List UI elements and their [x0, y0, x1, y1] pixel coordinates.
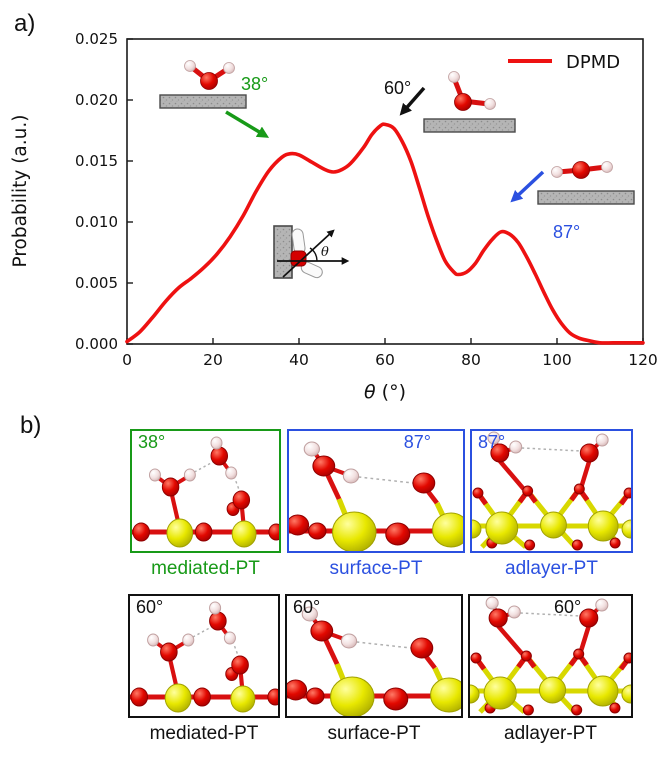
molecule-scene-adlayer [470, 596, 631, 716]
axis-ticks: 0 20 40 60 80 100 120 0.000 0.005 0.010 0.015 0.020… [75, 30, 658, 369]
svg-text:0.025: 0.025 [75, 30, 118, 48]
y-axis-label: Probability (a.u.) [10, 115, 31, 268]
svg-text:0.015: 0.015 [75, 152, 118, 170]
surface-slab-illustration [537, 190, 635, 205]
angle-38-label: 38° [241, 74, 268, 94]
angle-badge: 87° [403, 432, 431, 452]
legend-label: DPMD [566, 52, 620, 73]
water-molecule-illustration [448, 71, 496, 111]
probability-chart: 0 20 40 60 80 100 120 0.000 0.005 0.010 0.015 0.020… [10, 30, 658, 403]
structure-box-surface-60: 60° [285, 594, 463, 718]
x-axis-label: θ (°) [364, 381, 406, 403]
structure-box-adlayer-87: 87° [470, 429, 633, 553]
svg-text:0.005: 0.005 [75, 274, 118, 292]
structure-box-surface-87: 87° [287, 429, 465, 553]
structure-box-mediated-60: 60° [128, 594, 280, 718]
angle-badge: 60° [136, 597, 164, 617]
green-arrow [225, 110, 270, 138]
svg-text:100: 100 [542, 351, 572, 369]
water-molecule-illustration [551, 161, 613, 179]
svg-text:120: 120 [628, 351, 658, 369]
svg-text:0.010: 0.010 [75, 213, 118, 231]
angle-badge: 60° [293, 597, 321, 617]
svg-text:0.000: 0.000 [75, 335, 118, 353]
caption-surface-pt-top: surface-PT [329, 558, 423, 579]
theta-definition-inset: θ [273, 225, 350, 279]
angle-60-label: 60° [384, 78, 411, 98]
svg-text:0: 0 [122, 351, 132, 369]
angle-badge: 60° [554, 597, 582, 617]
oxygen-atom [290, 250, 307, 267]
svg-text:80: 80 [461, 351, 481, 369]
annotation-38: 38° [159, 60, 270, 138]
surface-slab-illustration [423, 118, 516, 133]
annotation-87: 87° [510, 161, 635, 242]
angle-badge: 87° [478, 432, 506, 452]
svg-text:60: 60 [375, 351, 395, 369]
caption-adlayer-pt-top: adlayer-PT [505, 558, 598, 579]
svg-text:40: 40 [289, 351, 309, 369]
surface-slab-illustration [159, 94, 247, 109]
svg-text:20: 20 [203, 351, 223, 369]
blue-arrow [510, 170, 545, 203]
legend: DPMD [508, 52, 620, 73]
structure-box-mediated-38: 38° [130, 429, 281, 553]
angle-badge: 38° [138, 432, 166, 452]
molecule-scene-surface [289, 431, 463, 551]
water-molecule-illustration [184, 60, 235, 90]
svg-text:0.020: 0.020 [75, 91, 118, 109]
annotation-60: 60° [384, 71, 516, 133]
angle-arc [309, 247, 318, 262]
theta-symbol: θ [321, 245, 329, 260]
dpmd-curve [125, 122, 645, 345]
panel-a-label: a) [14, 10, 36, 37]
caption-mediated-pt-top: mediated-PT [151, 558, 260, 579]
caption-surface-pt-bottom: surface-PT [327, 723, 421, 744]
caption-adlayer-pt-bottom: adlayer-PT [504, 723, 597, 744]
angle-87-label: 87° [553, 222, 580, 242]
panel-b-label: b) [20, 412, 42, 439]
structure-box-adlayer-60: 60° [468, 594, 633, 718]
oh-direction-arrow [282, 229, 335, 278]
caption-mediated-pt-bottom: mediated-PT [149, 723, 259, 744]
black-arrow [399, 86, 426, 116]
